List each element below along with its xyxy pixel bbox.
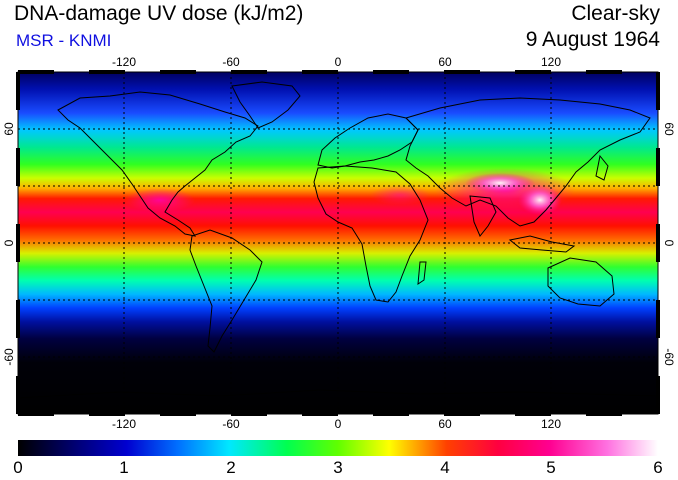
australia-outline [547,257,615,307]
africa-outline [313,165,429,303]
lat-tick-left: 60 [2,122,16,136]
date-label: 9 August 1964 [525,28,660,51]
lat-tick-right: 60 [662,122,676,136]
lon-tick-top: -120 [112,55,136,69]
map-title: DNA-damage UV dose (kJ/m2) [14,2,304,25]
lat-tick-right: 0 [662,240,676,247]
india-outline [469,195,497,237]
lon-tick-bottom: 60 [438,417,452,431]
colorbar-label: 5 [546,458,556,477]
colorbar-label: 1 [119,458,129,477]
lat-tick-left: -60 [2,348,16,366]
graticule [18,72,658,414]
credit-label: MSR - KNMI [16,31,112,50]
south-america-outline [189,229,263,353]
greenland-outline [231,81,301,129]
japan-outline [595,154,609,181]
lat-tick-left: 0 [2,239,16,246]
colorbar [18,440,658,456]
colorbar-label: 0 [13,458,23,477]
lon-tick-bottom: -60 [222,417,240,431]
colorbar-label: 2 [226,458,236,477]
lon-tick-top: 120 [541,55,561,69]
colorbar-label: 4 [440,458,450,477]
lon-tick-top: 0 [335,55,342,69]
lon-tick-top: 60 [438,55,452,69]
lon-tick-bottom: 120 [541,417,561,431]
antarctica-outline [18,389,658,399]
sky-mode-label: Clear-sky [571,2,660,25]
colorbar-label: 3 [333,458,343,477]
colorbar-label: 6 [653,458,663,477]
indonesia-outline [508,235,576,253]
lon-tick-bottom: 0 [335,417,342,431]
lat-tick-right: -60 [662,348,676,366]
madagascar-outline [417,261,427,285]
lon-tick-top: -60 [222,55,240,69]
north-america-outline [57,91,259,237]
map-frame [16,70,660,416]
lon-tick-bottom: -120 [112,417,136,431]
